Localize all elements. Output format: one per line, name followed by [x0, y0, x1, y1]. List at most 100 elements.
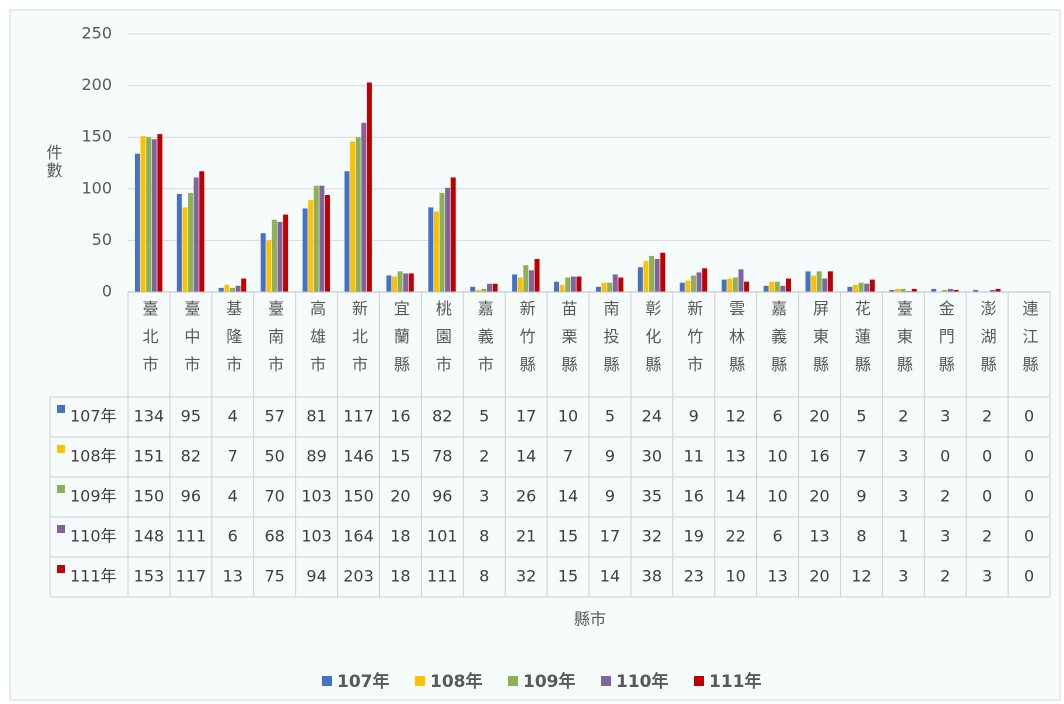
- bar: [188, 192, 194, 292]
- table-cell: 15: [558, 527, 578, 546]
- table-cell: 57: [265, 407, 285, 426]
- table-cell: 16: [390, 407, 410, 426]
- table-cell: 9: [605, 447, 615, 466]
- table-cell: 0: [982, 447, 992, 466]
- row-key: [57, 565, 65, 573]
- bar: [780, 285, 786, 292]
- legend-label: 107年: [337, 671, 390, 692]
- legend-swatch: [601, 676, 611, 686]
- table-cell: 23: [684, 567, 704, 586]
- table-cell: 96: [432, 487, 452, 506]
- table-cell: 2: [982, 407, 992, 426]
- bar: [864, 283, 870, 292]
- bar: [445, 187, 451, 292]
- bar: [727, 278, 733, 292]
- bar: [607, 282, 613, 292]
- x-tick-label: 臺東縣: [894, 300, 913, 384]
- table-cell: 16: [809, 447, 829, 466]
- bar: [218, 287, 224, 292]
- table-cell: 15: [390, 447, 410, 466]
- table-cell: 82: [432, 407, 452, 426]
- bar: [523, 265, 529, 292]
- table-cell: 10: [726, 567, 746, 586]
- legend-swatch: [415, 676, 425, 686]
- bar: [475, 289, 481, 292]
- table-cell: 3: [898, 487, 908, 506]
- bar: [900, 288, 906, 292]
- bar: [199, 171, 205, 292]
- bar: [492, 283, 498, 292]
- table-cell: 0: [1024, 567, 1034, 586]
- row-key: [57, 445, 65, 453]
- bar: [744, 281, 750, 292]
- bar: [470, 286, 476, 292]
- table-cell: 0: [940, 447, 950, 466]
- bar: [911, 288, 917, 292]
- bar: [528, 270, 534, 292]
- table-cell: 18: [390, 527, 410, 546]
- table-cell: 0: [1024, 407, 1034, 426]
- x-tick-label: 花蓮縣: [852, 300, 871, 384]
- x-tick-label: 臺南市: [265, 300, 284, 384]
- bar: [953, 289, 959, 292]
- table-cell: 103: [301, 527, 332, 546]
- bar: [487, 283, 493, 292]
- bar: [906, 290, 912, 292]
- bar: [702, 268, 708, 292]
- table-cell: 16: [684, 487, 704, 506]
- table-cell: 103: [301, 487, 332, 506]
- x-tick-label: 嘉義市: [475, 300, 494, 384]
- table-cell: 20: [809, 487, 829, 506]
- table-cell: 111: [427, 567, 458, 586]
- bar: [559, 284, 565, 292]
- table-cell: 8: [856, 527, 866, 546]
- bar: [637, 267, 643, 292]
- table-cell: 17: [516, 407, 536, 426]
- bar: [224, 284, 230, 292]
- y-tick-label: 50: [92, 230, 112, 249]
- table-cell: 14: [558, 487, 578, 506]
- bar: [576, 276, 582, 292]
- row-header: 108年: [70, 447, 117, 466]
- bar: [392, 276, 398, 292]
- table-cell: 1: [898, 527, 908, 546]
- x-tick-label: 雲林縣: [726, 300, 745, 384]
- bar: [277, 221, 283, 292]
- row-key: [57, 525, 65, 533]
- bar: [894, 288, 900, 292]
- bar: [973, 289, 979, 292]
- bar: [649, 255, 655, 292]
- bar: [355, 137, 361, 292]
- table-cell: 10: [767, 487, 787, 506]
- bar: [858, 282, 864, 292]
- table-cell: 35: [642, 487, 662, 506]
- x-tick-label: 澎湖縣: [978, 300, 997, 384]
- table-cell: 8: [479, 567, 489, 586]
- bar: [146, 137, 152, 292]
- table-cell: 4: [228, 487, 238, 506]
- table-cell: 26: [516, 487, 536, 506]
- x-tick-label: 基隆市: [223, 300, 242, 384]
- bar: [517, 277, 523, 292]
- table-cell: 101: [427, 527, 458, 546]
- table-cell: 10: [767, 447, 787, 466]
- x-tick-label: 新竹市: [684, 300, 703, 384]
- bar: [816, 271, 822, 292]
- table-cell: 95: [181, 407, 201, 426]
- table-cell: 9: [605, 487, 615, 506]
- bar: [302, 208, 308, 292]
- bar: [827, 271, 833, 292]
- legend-label: 110年: [616, 671, 669, 692]
- bar: [481, 288, 487, 292]
- legend-swatch: [508, 676, 518, 686]
- bar: [260, 233, 266, 292]
- table-cell: 82: [181, 447, 201, 466]
- bar: [397, 271, 403, 292]
- table-cell: 13: [223, 567, 243, 586]
- table-cell: 14: [600, 567, 620, 586]
- table-cell: 3: [479, 487, 489, 506]
- bar: [948, 288, 954, 292]
- y-tick-label: 250: [81, 24, 112, 43]
- bar: [822, 278, 828, 292]
- table-cell: 50: [265, 447, 285, 466]
